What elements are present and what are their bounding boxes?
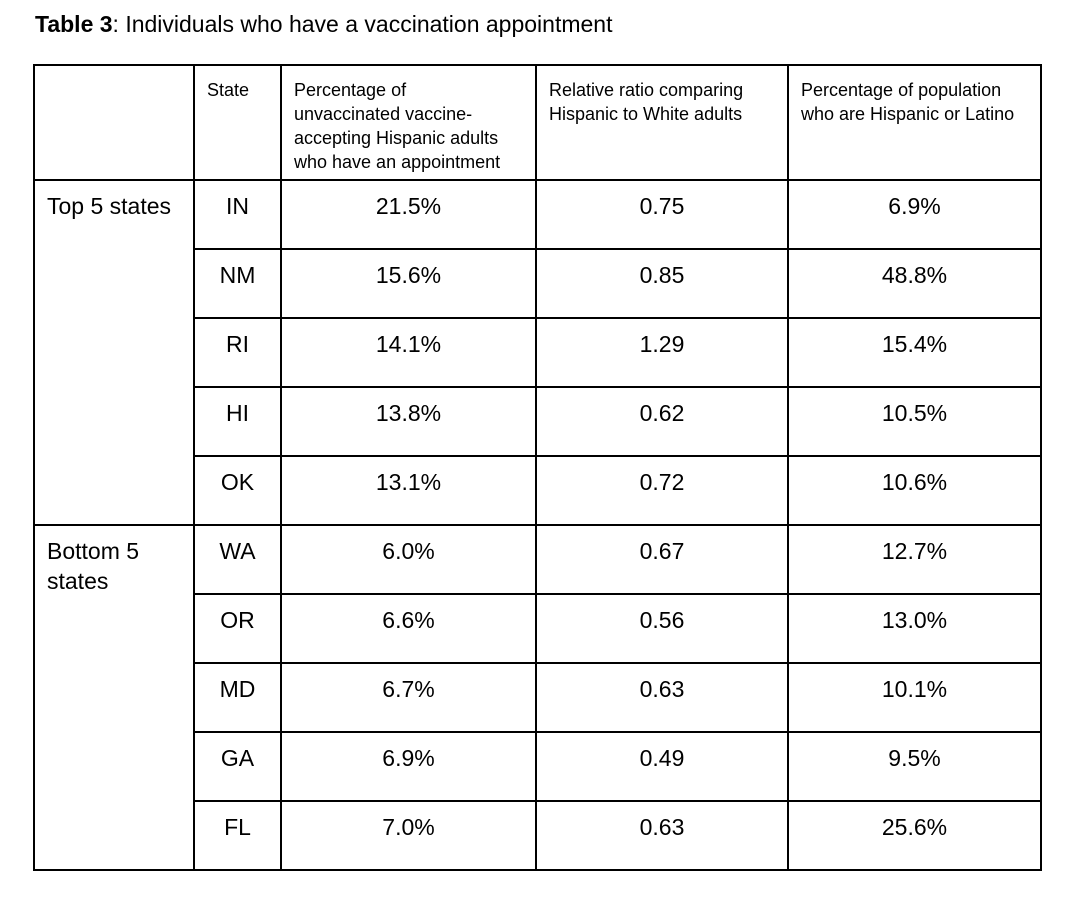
state-cell: OR [193,593,282,664]
appointment-percentage-cell: 6.7% [280,662,537,733]
header-appointment-percentage: Percentage of unvaccinated vaccine-accep… [280,64,537,181]
table-row: NM 15.6% 0.85 48.8% [34,248,1042,319]
state-cell: WA [193,524,282,595]
table-row: FL 7.0% 0.63 25.6% [34,800,1042,871]
appointment-percentage-cell: 14.1% [280,317,537,388]
population-percentage-cell: 13.0% [787,593,1042,664]
state-cell: RI [193,317,282,388]
population-percentage-cell: 10.5% [787,386,1042,457]
appointment-percentage-cell: 6.0% [280,524,537,595]
table-row: Bottom 5 states WA 6.0% 0.67 12.7% [33,524,1042,871]
relative-ratio-cell: 0.56 [535,593,789,664]
state-cell: MD [193,662,282,733]
header-relative-ratio: Relative ratio comparing Hispanic to Whi… [535,64,789,181]
relative-ratio-cell: 0.62 [535,386,789,457]
state-cell: GA [193,731,282,802]
table-row: HI 13.8% 0.62 10.5% [34,386,1042,457]
relative-ratio-cell: 0.63 [535,800,789,871]
state-cell: NM [193,248,282,319]
relative-ratio-cell: 0.63 [535,662,789,733]
population-percentage-cell: 12.7% [787,524,1042,595]
population-percentage-cell: 15.4% [787,317,1042,388]
table-row: OK 13.1% 0.72 10.6% [34,455,1042,526]
relative-ratio-cell: 0.75 [535,179,789,250]
header-row: State Percentage of unvaccinated vaccine… [33,64,1042,181]
table-row: MD 6.7% 0.63 10.1% [34,662,1042,733]
appointment-percentage-cell: 13.1% [280,455,537,526]
header-population-percentage: Percentage of population who are Hispani… [787,64,1042,181]
table-caption: Table 3: Individuals who have a vaccinat… [35,10,1072,38]
appointment-percentage-cell: 13.8% [280,386,537,457]
state-cell: OK [193,455,282,526]
population-percentage-cell: 48.8% [787,248,1042,319]
group-cell-top-5-states: Top 5 states [33,179,195,526]
header-state: State [193,64,282,181]
relative-ratio-cell: 0.49 [535,731,789,802]
appointment-percentage-cell: 6.9% [280,731,537,802]
table-row: OR 6.6% 0.56 13.0% [34,593,1042,664]
relative-ratio-cell: 0.67 [535,524,789,595]
table-row: GA 6.9% 0.49 9.5% [34,731,1042,802]
population-percentage-cell: 9.5% [787,731,1042,802]
table-row: Top 5 states IN 21.5% 0.75 6.9% [33,179,1042,526]
appointment-percentage-cell: 15.6% [280,248,537,319]
header-empty-cell [33,64,195,181]
table-caption-label: Table 3 [35,11,113,37]
population-percentage-cell: 10.6% [787,455,1042,526]
page: Table 3: Individuals who have a vaccinat… [33,10,1072,871]
relative-ratio-cell: 1.29 [535,317,789,388]
group-cell-bottom-5-states: Bottom 5 states [33,524,195,871]
relative-ratio-cell: 0.72 [535,455,789,526]
table-caption-text: : Individuals who have a vaccination app… [112,11,613,37]
state-cell: IN [193,179,282,250]
appointment-percentage-cell: 7.0% [280,800,537,871]
state-cell: FL [193,800,282,871]
state-cell: HI [193,386,282,457]
population-percentage-cell: 10.1% [787,662,1042,733]
appointment-percentage-cell: 6.6% [280,593,537,664]
population-percentage-cell: 6.9% [787,179,1042,250]
population-percentage-cell: 25.6% [787,800,1042,871]
table-row: RI 14.1% 1.29 15.4% [34,317,1042,388]
appointment-percentage-cell: 21.5% [280,179,537,250]
relative-ratio-cell: 0.85 [535,248,789,319]
vaccination-appointment-table: State Percentage of unvaccinated vaccine… [33,64,1042,871]
